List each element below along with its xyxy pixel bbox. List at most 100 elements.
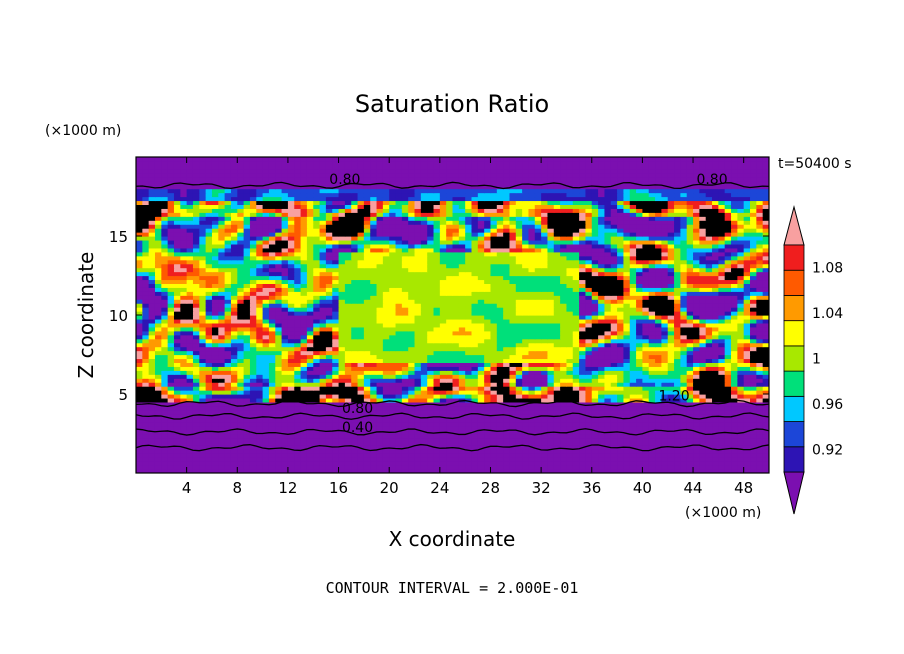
field-cell-2360 [515, 378, 523, 383]
field-cell-3169 [572, 346, 580, 352]
field-cell-2897 [750, 358, 757, 363]
field-cell-2070 [579, 390, 587, 395]
field-cell-4263 [534, 303, 542, 308]
field-cell-1872 [591, 397, 599, 403]
field-cell-2123 [281, 386, 289, 391]
field-cell-2338 [376, 378, 384, 383]
field-cell-3034 [351, 350, 359, 356]
field-cell-4511 [205, 291, 213, 296]
field-cell-1080 [642, 429, 650, 435]
field-cell-1928 [313, 394, 321, 399]
field-cell-246 [427, 461, 435, 466]
field-cell-1343 [408, 417, 416, 423]
field-cell-1445 [420, 413, 428, 419]
field-cell-1608 [186, 405, 194, 411]
field-cell-2861 [522, 358, 530, 363]
field-cell-4033 [344, 311, 352, 316]
field-cell-3338 [376, 338, 384, 344]
field-cell-1758 [503, 401, 511, 407]
field-cell-2248 [439, 382, 447, 387]
field-cell-4677 [623, 287, 631, 292]
field-cell-3173 [598, 346, 606, 352]
field-cell-462 [528, 453, 536, 458]
field-cell-3746 [427, 322, 435, 328]
field-cell-2165 [547, 386, 555, 391]
field-cell-2265 [547, 382, 555, 387]
field-cell-4984 [667, 275, 675, 281]
field-cell-2428 [313, 374, 321, 379]
field-cell-4915 [230, 275, 238, 281]
field-cell-1370 [579, 417, 587, 423]
field-cell-3981 [648, 315, 656, 320]
field-cell-2150 [452, 386, 460, 391]
field-cell-2278 [629, 382, 637, 387]
field-cell-782 [655, 441, 662, 446]
field-cell-4210 [199, 303, 207, 308]
field-cell-2141 [395, 386, 403, 391]
field-cell-2900 [136, 354, 143, 360]
field-cell-3908 [186, 315, 194, 320]
field-cell-376 [617, 457, 625, 462]
field-cell-3181 [648, 346, 656, 352]
field-cell-4991 [712, 275, 719, 281]
field-cell-2785 [674, 362, 681, 367]
field-cell-404 [161, 453, 169, 458]
field-cell-3617 [243, 326, 251, 332]
field-cell-955 [484, 433, 492, 439]
field-cell-4502 [148, 291, 156, 296]
field-cell-4856 [490, 279, 498, 284]
field-cell-734 [351, 441, 359, 446]
field-cell-3266 [553, 342, 561, 348]
field-cell-2375 [610, 378, 618, 383]
field-cell-4152 [465, 307, 473, 312]
field-cell-3870 [579, 318, 587, 324]
field-cell-2078 [629, 390, 637, 395]
field-cell-4692 [718, 287, 726, 292]
field-cell-3446 [427, 334, 435, 340]
field-cell-1564 [541, 409, 549, 415]
field-cell-883 [661, 437, 669, 442]
field-cell-1500 [136, 409, 143, 415]
field-cell-2151 [458, 386, 466, 391]
field-cell-1457 [496, 413, 504, 419]
field-cell-2933 [344, 354, 352, 360]
field-cell-3769 [572, 322, 580, 328]
field-cell-43 [408, 469, 416, 473]
field-cell-3124 [287, 346, 295, 352]
field-cell-88 [693, 469, 700, 473]
field-cell-1179 [636, 425, 643, 431]
field-cell-4418 [249, 295, 257, 300]
field-cell-1840 [389, 397, 397, 403]
field-cell-3992 [718, 315, 726, 320]
field-cell-326 [300, 457, 308, 462]
field-cell-2370 [579, 378, 587, 383]
field-cell-3592 [718, 330, 726, 336]
field-cell-1152 [465, 425, 473, 431]
field-cell-2120 [262, 386, 270, 391]
field-cell-1964 [541, 394, 549, 399]
field-cell-2259 [509, 382, 517, 387]
field-cell-4660 [515, 287, 523, 292]
field-cell-101 [142, 465, 150, 470]
field-cell-4441 [395, 295, 403, 300]
field-cell-1628 [313, 405, 321, 411]
field-cell-1168 [566, 425, 574, 431]
field-cell-1973 [598, 394, 606, 399]
field-cell-2414 [224, 374, 232, 379]
field-cell-3915 [230, 315, 238, 320]
field-cell-2926 [300, 354, 308, 360]
field-cell-2008 [186, 390, 194, 395]
field-cell-880 [642, 437, 650, 442]
field-cell-2187 [686, 386, 694, 391]
field-cell-4556 [490, 291, 498, 296]
field-cell-3590 [705, 330, 713, 336]
field-cell-4506 [173, 291, 181, 296]
field-cell-4839 [382, 279, 390, 284]
field-cell-2809 [192, 358, 200, 363]
field-cell-2470 [579, 374, 587, 379]
field-cell-4741 [395, 283, 403, 288]
field-cell-4 [161, 469, 169, 473]
field-cell-4695 [737, 287, 745, 292]
field-cell-1070 [579, 429, 587, 435]
field-cell-14 [224, 469, 232, 473]
